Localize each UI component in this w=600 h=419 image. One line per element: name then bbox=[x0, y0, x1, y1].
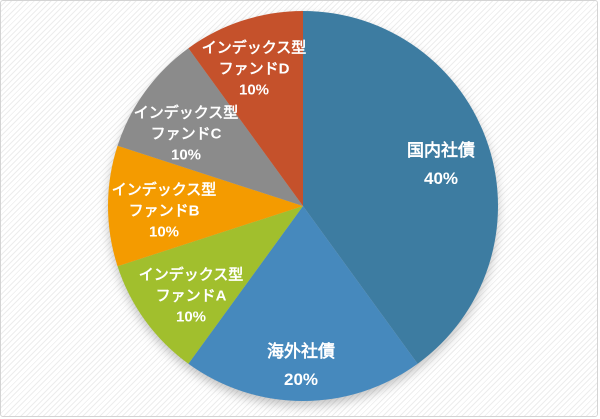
pie-slice-5 bbox=[188, 10, 303, 206]
pie-slice-0 bbox=[303, 11, 499, 364]
pie-slice-4 bbox=[117, 48, 303, 206]
pie-slice-3 bbox=[107, 145, 303, 267]
pie-slice-2 bbox=[117, 206, 303, 364]
pie-slice-1 bbox=[188, 206, 418, 402]
